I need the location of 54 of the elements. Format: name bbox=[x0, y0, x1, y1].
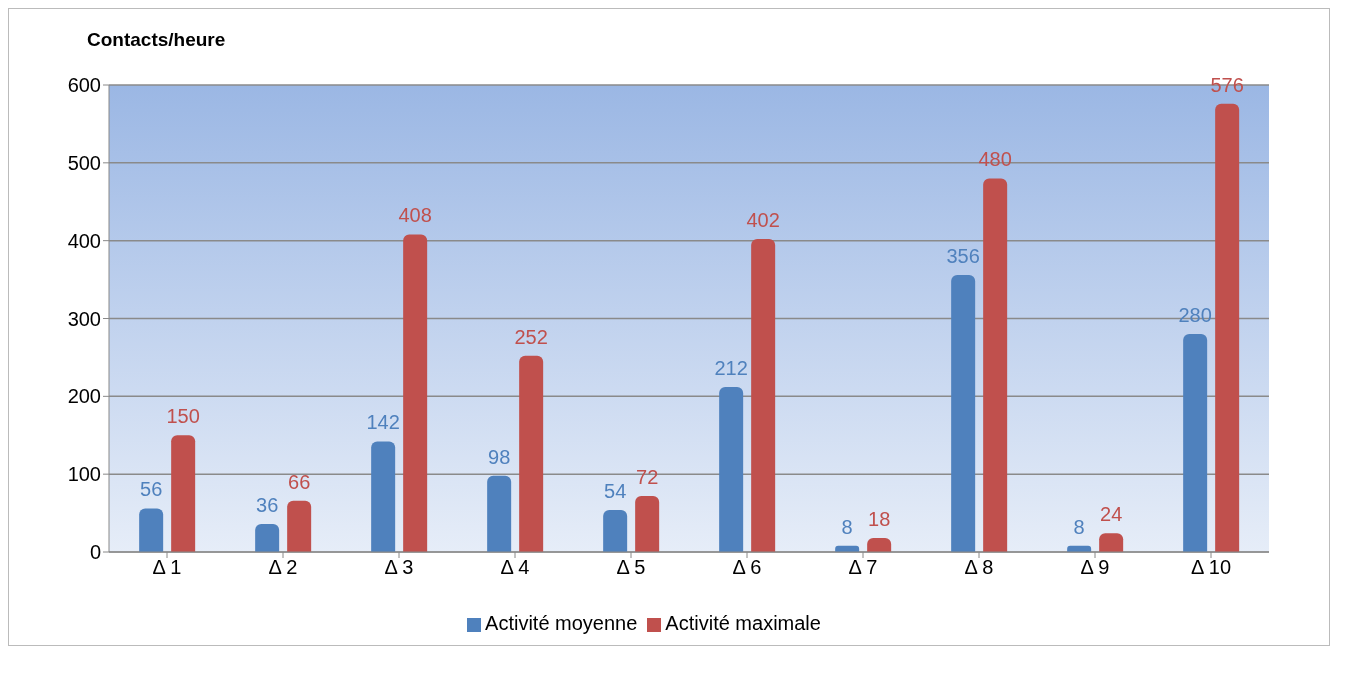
bar bbox=[487, 475, 512, 552]
y-tick-label: 400 bbox=[67, 229, 101, 252]
bar bbox=[371, 441, 396, 552]
data-label: 356 bbox=[946, 244, 980, 267]
bar bbox=[1183, 334, 1208, 552]
bar bbox=[139, 508, 164, 552]
data-label: 8 bbox=[841, 515, 853, 538]
data-label: 402 bbox=[746, 209, 780, 232]
bar bbox=[719, 386, 744, 552]
bar bbox=[255, 523, 280, 552]
x-tick-label: Δ 6 bbox=[732, 556, 762, 579]
y-tick-label: 300 bbox=[67, 307, 101, 330]
bar bbox=[603, 509, 628, 552]
data-label: 408 bbox=[398, 204, 432, 227]
bar bbox=[867, 537, 892, 552]
x-tick-label: Δ 3 bbox=[384, 556, 414, 579]
bar bbox=[951, 274, 976, 552]
x-tick-label: Δ 7 bbox=[848, 556, 878, 579]
bar bbox=[519, 355, 544, 552]
bar bbox=[403, 234, 428, 552]
data-label: 252 bbox=[514, 325, 548, 348]
y-tick-label: 0 bbox=[89, 541, 101, 564]
y-tick-label: 200 bbox=[67, 385, 101, 408]
data-label: 24 bbox=[1100, 503, 1123, 526]
bar bbox=[983, 178, 1008, 552]
legend-label: Activité maximale bbox=[665, 612, 821, 634]
y-axis-title: Contacts/heure bbox=[87, 29, 227, 52]
data-label: 8 bbox=[1073, 515, 1085, 538]
x-tick-label: Δ 1 bbox=[152, 556, 182, 579]
bar bbox=[287, 500, 312, 552]
y-tick-label: 100 bbox=[67, 463, 101, 486]
bar bbox=[635, 495, 660, 552]
x-tick-label: Δ 10 bbox=[1190, 556, 1232, 579]
data-label: 18 bbox=[868, 507, 891, 530]
x-tick-label: Δ 5 bbox=[616, 556, 646, 579]
data-label: 98 bbox=[488, 445, 511, 468]
bar bbox=[751, 239, 776, 552]
data-label: 54 bbox=[604, 479, 627, 502]
x-tick-label: Δ 2 bbox=[268, 556, 298, 579]
x-tick-label: Δ 4 bbox=[500, 556, 530, 579]
data-label: 212 bbox=[714, 356, 748, 379]
bar bbox=[1215, 103, 1240, 552]
data-label: 56 bbox=[140, 478, 163, 501]
bar bbox=[171, 435, 196, 552]
legend-label: Activité moyenne bbox=[485, 612, 638, 634]
y-tick-label: 600 bbox=[67, 74, 101, 97]
y-tick-label: 500 bbox=[67, 151, 101, 174]
data-label: 66 bbox=[288, 470, 311, 493]
data-label: 36 bbox=[256, 493, 279, 516]
data-label: 142 bbox=[366, 411, 400, 434]
x-tick-label: Δ 9 bbox=[1080, 556, 1110, 579]
bar bbox=[1099, 533, 1124, 552]
x-tick-label: Δ 8 bbox=[964, 556, 994, 579]
data-label: 150 bbox=[166, 405, 200, 428]
